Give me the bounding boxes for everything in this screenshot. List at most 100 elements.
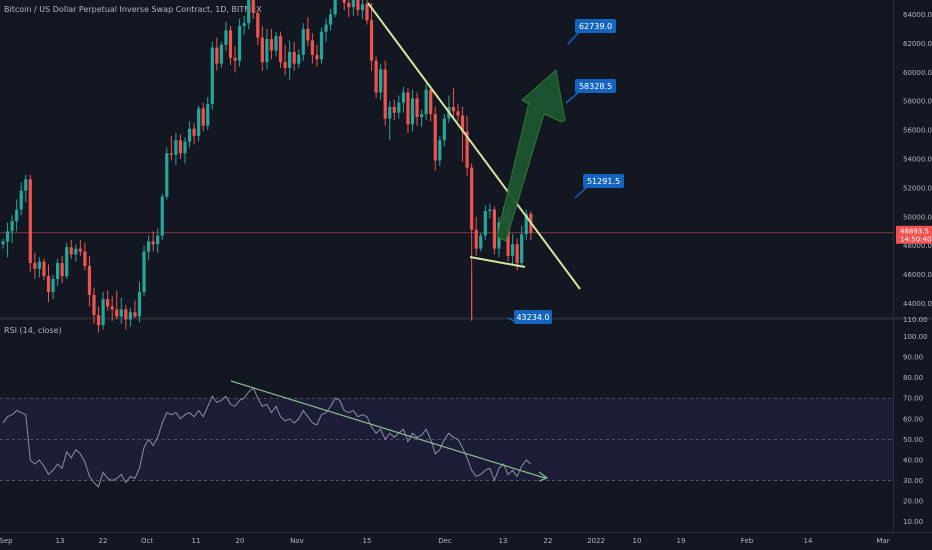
candle[interactable] — [210, 41, 214, 110]
candle[interactable] — [10, 215, 14, 243]
candle[interactable] — [397, 95, 401, 119]
candle[interactable] — [474, 216, 478, 256]
candle[interactable] — [78, 239, 82, 256]
candle[interactable] — [74, 244, 78, 262]
candle[interactable] — [15, 199, 19, 232]
candle[interactable] — [424, 83, 428, 120]
candle[interactable] — [410, 89, 415, 132]
candle[interactable] — [128, 307, 132, 327]
candle[interactable] — [56, 258, 60, 287]
candle[interactable] — [142, 245, 146, 297]
candle[interactable] — [238, 18, 242, 67]
candle[interactable] — [479, 232, 483, 252]
candle[interactable] — [1, 238, 5, 249]
target-callout[interactable]: 43234.0 — [507, 310, 552, 324]
candle[interactable] — [115, 290, 119, 320]
candle[interactable] — [310, 33, 314, 64]
candle[interactable] — [183, 137, 187, 164]
candle[interactable] — [511, 234, 515, 265]
candle[interactable] — [278, 31, 283, 68]
candle[interactable] — [165, 147, 169, 200]
candle[interactable] — [406, 88, 410, 133]
candle[interactable] — [524, 209, 528, 240]
candle[interactable] — [488, 203, 492, 219]
candle[interactable] — [492, 206, 496, 255]
candle[interactable] — [233, 46, 237, 73]
candle[interactable] — [242, 15, 246, 35]
candle[interactable] — [24, 174, 28, 203]
candle[interactable] — [415, 92, 419, 126]
candle[interactable] — [306, 17, 310, 47]
candle[interactable] — [169, 135, 173, 161]
candle[interactable] — [156, 228, 160, 253]
candle[interactable] — [37, 257, 41, 278]
candle[interactable] — [351, 0, 355, 16]
candle[interactable] — [137, 281, 142, 323]
candle[interactable] — [465, 115, 469, 177]
candle[interactable] — [178, 134, 183, 159]
candle[interactable] — [347, 0, 351, 18]
candle[interactable] — [219, 41, 223, 68]
candle[interactable] — [379, 63, 383, 100]
candle[interactable] — [69, 239, 73, 259]
candle[interactable] — [87, 255, 92, 307]
candle[interactable] — [133, 300, 137, 318]
candle[interactable] — [42, 258, 46, 281]
candle[interactable] — [401, 86, 405, 113]
candle[interactable] — [365, 0, 369, 25]
candle[interactable] — [288, 40, 292, 80]
descending-trendline[interactable] — [367, 2, 581, 290]
candle[interactable] — [33, 252, 37, 279]
candle[interactable] — [283, 44, 287, 76]
candle[interactable] — [319, 27, 324, 64]
candle[interactable] — [174, 132, 178, 165]
candle[interactable] — [160, 193, 164, 240]
candle[interactable] — [92, 287, 96, 324]
candle[interactable] — [356, 0, 360, 16]
candle[interactable] — [374, 56, 378, 99]
candle[interactable] — [187, 121, 192, 148]
support-line[interactable] — [469, 256, 526, 268]
target-callout[interactable]: 58328.5 — [565, 79, 616, 104]
candle[interactable] — [460, 106, 465, 162]
candle[interactable] — [96, 306, 101, 333]
candle[interactable] — [151, 231, 155, 252]
candle[interactable] — [106, 290, 110, 311]
bullish-arrow[interactable] — [496, 69, 566, 242]
candle[interactable] — [215, 37, 219, 71]
candle[interactable] — [392, 99, 396, 120]
rsi-indicator-label[interactable]: RSI (14, close) — [4, 326, 62, 335]
candle[interactable] — [329, 8, 333, 31]
candle[interactable] — [333, 0, 337, 18]
candle[interactable] — [65, 242, 69, 279]
candle[interactable] — [274, 31, 278, 57]
candle[interactable] — [292, 41, 296, 71]
candle[interactable] — [433, 106, 437, 171]
candle[interactable] — [438, 135, 442, 167]
candle[interactable] — [297, 49, 301, 68]
candle[interactable] — [147, 235, 151, 261]
candle[interactable] — [19, 182, 23, 216]
candle[interactable] — [451, 88, 456, 118]
candle[interactable] — [456, 104, 460, 122]
candle[interactable] — [51, 274, 55, 300]
candle[interactable] — [46, 264, 51, 303]
candle[interactable] — [60, 255, 64, 284]
candle[interactable] — [383, 60, 387, 126]
candle[interactable] — [520, 225, 524, 266]
candle[interactable] — [101, 291, 105, 330]
candle[interactable] — [260, 26, 264, 71]
candle[interactable] — [124, 304, 128, 330]
target-callout[interactable]: 51291.5 — [574, 174, 624, 199]
candle[interactable] — [197, 105, 201, 142]
candle[interactable] — [206, 96, 210, 131]
candle[interactable] — [429, 86, 433, 122]
candle[interactable] — [360, 0, 365, 19]
candle[interactable] — [247, 0, 251, 29]
candle[interactable] — [110, 296, 114, 321]
candle[interactable] — [369, 2, 374, 71]
candle[interactable] — [265, 28, 269, 70]
rsi-trendline[interactable] — [230, 380, 546, 479]
target-callout[interactable]: 62739.0 — [567, 19, 616, 45]
